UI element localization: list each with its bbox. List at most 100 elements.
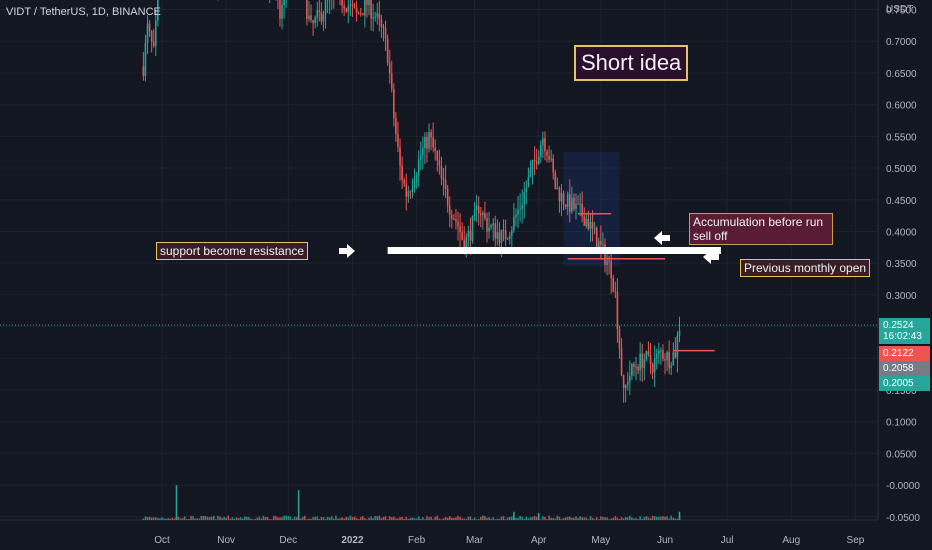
- volume-bar: [219, 516, 221, 520]
- y-tick-label: 0.5000: [886, 164, 917, 175]
- volume-bar: [676, 518, 679, 520]
- volume-bar: [372, 518, 374, 520]
- volume-bar: [473, 517, 476, 520]
- volume-bar: [660, 516, 662, 520]
- candle-body: [440, 165, 443, 179]
- candle-body: [154, 20, 157, 46]
- volume-bar: [604, 517, 606, 520]
- candle-body: [150, 30, 153, 42]
- arrow-icon[interactable]: [654, 231, 670, 245]
- candle-body: [316, 10, 319, 18]
- candle-body: [595, 227, 598, 248]
- x-tick-label: Nov: [217, 535, 235, 546]
- volume-bar: [422, 517, 424, 520]
- currency-label: USDT: [886, 4, 914, 15]
- candles-group: [142, 0, 681, 520]
- volume-bar: [345, 516, 348, 520]
- candle-body: [378, 13, 381, 20]
- arrow-icon[interactable]: [703, 250, 719, 264]
- volume-bar: [266, 516, 269, 520]
- volume-bar: [318, 518, 321, 520]
- candle-body: [629, 375, 631, 382]
- volume-bar: [527, 518, 530, 520]
- candle-body: [573, 197, 575, 209]
- volume-bar: [144, 516, 147, 520]
- candle-body: [436, 150, 439, 161]
- candle-body: [341, 0, 343, 6]
- candle-body: [676, 335, 679, 358]
- candle-body: [444, 180, 447, 189]
- volume-bar: [301, 516, 304, 520]
- candle-body: [453, 218, 455, 220]
- volume-bar: [602, 517, 604, 520]
- volume-bar: [633, 518, 635, 520]
- volume-bar: [575, 516, 577, 520]
- volume-bar: [289, 516, 292, 520]
- volume-bar: [419, 518, 422, 520]
- volume-bar: [337, 518, 339, 520]
- candle-body: [558, 187, 561, 202]
- volume-bar: [535, 516, 538, 520]
- volume-bar: [459, 516, 461, 520]
- short-idea-annotation[interactable]: Short idea: [574, 45, 689, 81]
- volume-bar: [552, 518, 555, 520]
- candle-body: [357, 13, 360, 15]
- candle-body: [504, 230, 507, 239]
- candle-body: [467, 230, 470, 237]
- candle-body: [152, 41, 155, 46]
- volume-bar: [583, 517, 586, 520]
- support-resistance-annotation[interactable]: support become resistance: [156, 242, 309, 260]
- candle-body: [560, 193, 563, 202]
- x-tick-label: Oct: [154, 535, 170, 546]
- volume-bar: [283, 515, 285, 520]
- candle-body: [430, 132, 432, 138]
- monthly-open-annotation[interactable]: Previous monthly open: [740, 259, 871, 277]
- volume-bar: [426, 515, 428, 520]
- candle-body: [401, 165, 403, 180]
- volume-bar: [624, 516, 627, 520]
- candle-body: [320, 12, 323, 22]
- candle-body: [463, 239, 466, 254]
- candle-body: [310, 15, 312, 21]
- candle-body: [314, 17, 316, 23]
- candle-body: [492, 223, 494, 226]
- volume-bar: [235, 517, 238, 520]
- x-tick-label: Sep: [847, 535, 865, 546]
- candle-body: [513, 216, 515, 230]
- candle-body: [343, 5, 345, 9]
- candle-body: [593, 227, 596, 229]
- candle-body: [608, 260, 610, 262]
- x-tick-label: Aug: [782, 535, 800, 546]
- volume-bar: [198, 518, 201, 520]
- volume-bar: [591, 517, 594, 520]
- candle-body: [664, 359, 666, 361]
- candle-body: [413, 182, 416, 189]
- candle-body: [451, 214, 453, 219]
- volume-bar: [424, 519, 426, 520]
- accumulation-annotation[interactable]: Accumulation before run sell off: [689, 213, 833, 245]
- candle-body: [515, 214, 517, 217]
- arrow-icon[interactable]: [339, 244, 355, 258]
- candle-body: [382, 26, 385, 28]
- volume-bar: [407, 518, 410, 520]
- candle-body: [620, 348, 623, 375]
- volume-bar: [225, 517, 227, 520]
- volume-bar: [597, 519, 600, 520]
- volume-bar: [593, 519, 596, 520]
- candle-body: [618, 329, 621, 349]
- candle-body: [434, 147, 437, 151]
- y-tick-label: 0.7500: [886, 6, 917, 17]
- volume-bar: [322, 516, 325, 520]
- candle-body: [616, 291, 619, 330]
- candle-body: [658, 350, 660, 354]
- volume-bar: [477, 519, 480, 520]
- volume-bar: [544, 516, 546, 520]
- candle-body: [279, 0, 281, 19]
- volume-bar: [223, 517, 225, 520]
- candle-body: [479, 213, 482, 215]
- candle-body: [428, 132, 430, 149]
- candle-body: [602, 244, 604, 246]
- volume-bar: [154, 517, 157, 520]
- y-tick-label: 0.5500: [886, 132, 917, 143]
